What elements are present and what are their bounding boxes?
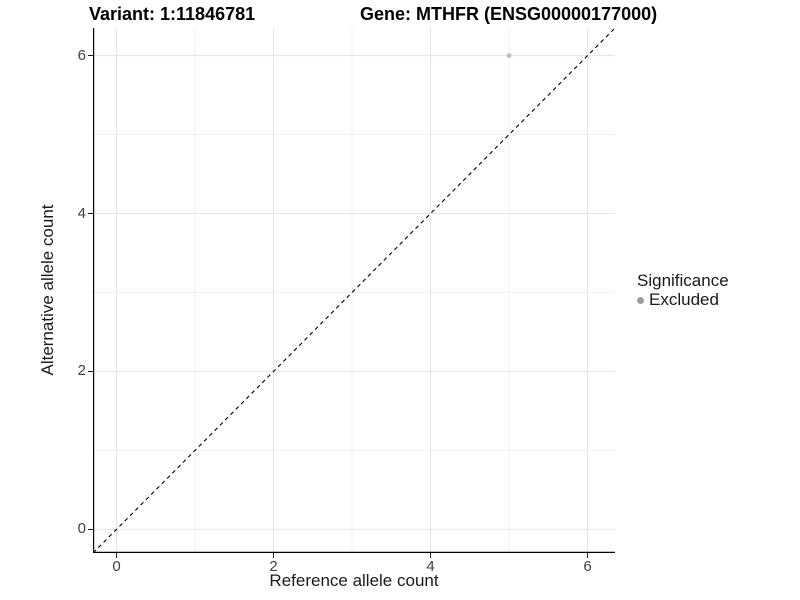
plot-title-variant: Variant: 1:11846781 — [89, 4, 256, 24]
legend-title: Significance — [637, 271, 729, 290]
y-tick-mark — [88, 528, 93, 530]
legend: Significance Excluded — [637, 272, 729, 309]
y-tick-label: 0 — [77, 520, 86, 538]
y-tick-mark — [88, 55, 93, 57]
y-tick-mark — [88, 370, 93, 372]
x-tick-label: 6 — [583, 558, 592, 575]
y-axis-title: Alternative allele count — [38, 204, 57, 376]
x-tick-mark — [587, 553, 589, 558]
plot-title-gene: Gene: MTHFR (ENSG00000177000) — [360, 4, 658, 24]
y-tick-label: 2 — [77, 362, 86, 380]
y-tick-label: 6 — [77, 46, 86, 64]
data-point — [506, 53, 512, 59]
x-axis-title: Reference allele count — [269, 571, 439, 590]
x-tick-mark — [273, 553, 275, 558]
x-tick-label: 2 — [269, 558, 278, 575]
plot-panel — [93, 28, 615, 553]
x-tick-label: 4 — [426, 558, 435, 575]
y-tick-mark — [88, 213, 93, 215]
x-tick-mark — [430, 553, 432, 558]
x-tick-mark — [116, 553, 118, 558]
legend-item-excluded: Excluded — [637, 291, 729, 309]
y-tick-label: 4 — [77, 204, 86, 222]
legend-item-label: Excluded — [649, 290, 719, 309]
identity-reference-line — [93, 28, 615, 553]
legend-point-circle-icon — [637, 296, 644, 304]
plot-canvas — [93, 28, 615, 553]
x-tick-label: 0 — [112, 558, 121, 575]
